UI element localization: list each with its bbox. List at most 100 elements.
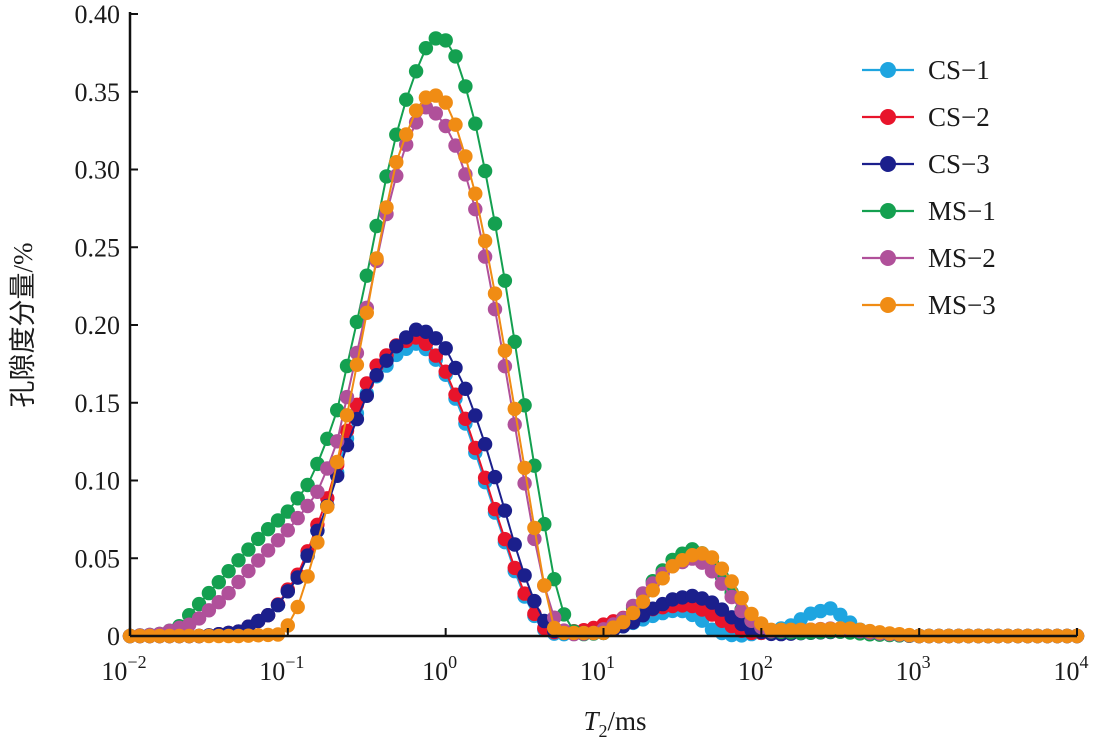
data-point	[744, 606, 759, 622]
data-point	[241, 542, 256, 557]
data-point	[527, 520, 542, 536]
data-point	[507, 401, 522, 417]
data-point	[487, 216, 503, 231]
x-tick-label: 10−1	[259, 652, 304, 686]
data-point	[517, 476, 532, 491]
data-point	[349, 357, 365, 372]
legend: CS−1 CS−2 CS−3 MS−1 MS−2 MS−3	[862, 55, 996, 320]
data-point	[507, 417, 522, 432]
data-point	[310, 484, 325, 499]
data-point	[734, 590, 749, 606]
data-point	[487, 469, 503, 485]
legend-label: CS−2	[928, 102, 990, 132]
legend-label: MS−3	[928, 290, 996, 320]
series-MS−2	[122, 100, 1085, 644]
data-point	[399, 330, 414, 345]
x-tick-label: 104	[1054, 652, 1089, 686]
legend-entry: CS−1	[862, 55, 990, 85]
x-tick-label: 101	[580, 652, 615, 686]
data-point	[320, 499, 335, 514]
data-point	[339, 408, 355, 423]
data-point	[408, 103, 424, 118]
data-point	[290, 599, 305, 615]
data-point	[221, 564, 236, 579]
data-point	[211, 575, 226, 590]
data-point	[211, 595, 226, 610]
legend-label: MS−1	[928, 196, 996, 226]
series-MS−3	[122, 88, 1085, 644]
data-point	[438, 341, 453, 356]
data-point	[290, 491, 305, 506]
x-tick-label: 102	[738, 652, 773, 686]
series-CS−1	[122, 336, 1085, 644]
data-point	[221, 585, 236, 601]
data-point	[714, 602, 730, 617]
y-tick-label: 0.10	[75, 467, 121, 496]
data-point	[448, 117, 463, 132]
data-point	[458, 381, 473, 396]
data-point	[507, 560, 522, 576]
data-point	[399, 127, 414, 142]
data-point	[724, 574, 739, 589]
y-tick-label: 0.25	[75, 233, 121, 262]
y-tick-label: 0.15	[75, 389, 121, 418]
data-point	[616, 615, 631, 630]
axes-layer: 0 0.05 0.10 0.15 0.20 0.25 0.30 0.35 0.40 10−2 10−…	[8, 0, 1089, 741]
data-point	[497, 359, 513, 374]
data-point	[527, 531, 542, 547]
data-point	[349, 314, 365, 330]
data-point	[448, 49, 463, 64]
series-line-CS−1	[130, 342, 1077, 637]
data-point	[458, 149, 473, 164]
data-point	[399, 92, 414, 107]
legend-marker	[880, 250, 896, 266]
data-point	[428, 106, 443, 121]
data-point	[231, 574, 246, 590]
data-point	[290, 510, 305, 526]
data-point	[201, 585, 217, 601]
legend-marker	[880, 109, 896, 125]
data-point	[379, 353, 394, 368]
data-point	[655, 571, 670, 586]
data-point	[517, 568, 532, 583]
data-point	[241, 563, 256, 579]
y-tick-label: 0.20	[75, 311, 121, 340]
series-line-CS−3	[130, 328, 1077, 637]
data-point	[517, 460, 532, 476]
data-point	[477, 233, 493, 249]
data-point	[359, 388, 374, 403]
data-point	[389, 155, 404, 170]
data-point	[270, 627, 286, 642]
legend-entry: MS−3	[862, 290, 996, 320]
data-point	[280, 523, 295, 538]
data-point	[497, 273, 513, 288]
data-point	[359, 305, 374, 320]
legend-label: CS−3	[928, 149, 990, 179]
data-point	[477, 437, 493, 452]
x-tick-label: 103	[896, 652, 931, 686]
y-tick-label: 0.35	[75, 78, 121, 107]
data-point	[438, 33, 453, 48]
data-point	[369, 368, 384, 383]
data-point	[468, 186, 483, 201]
data-point	[260, 543, 276, 558]
data-point	[448, 138, 463, 153]
y-tick-label: 0	[107, 622, 120, 651]
data-point	[201, 603, 217, 618]
data-point	[497, 503, 513, 518]
data-point	[625, 605, 641, 621]
data-point	[833, 607, 848, 622]
data-point	[280, 584, 295, 599]
y-tick-label: 0.05	[75, 544, 121, 573]
y-axis-title: 孔隙度分量/%	[8, 243, 38, 408]
x-tick-label: 10−2	[101, 652, 146, 686]
data-point	[270, 597, 286, 613]
legend-entry: CS−2	[862, 102, 990, 132]
data-point	[714, 561, 730, 576]
legend-entry: CS−3	[862, 149, 990, 179]
y-tick-label: 0.30	[75, 156, 121, 185]
data-point	[389, 339, 404, 354]
legend-label: MS−2	[928, 243, 996, 273]
data-point	[517, 586, 532, 601]
data-point	[428, 331, 443, 346]
